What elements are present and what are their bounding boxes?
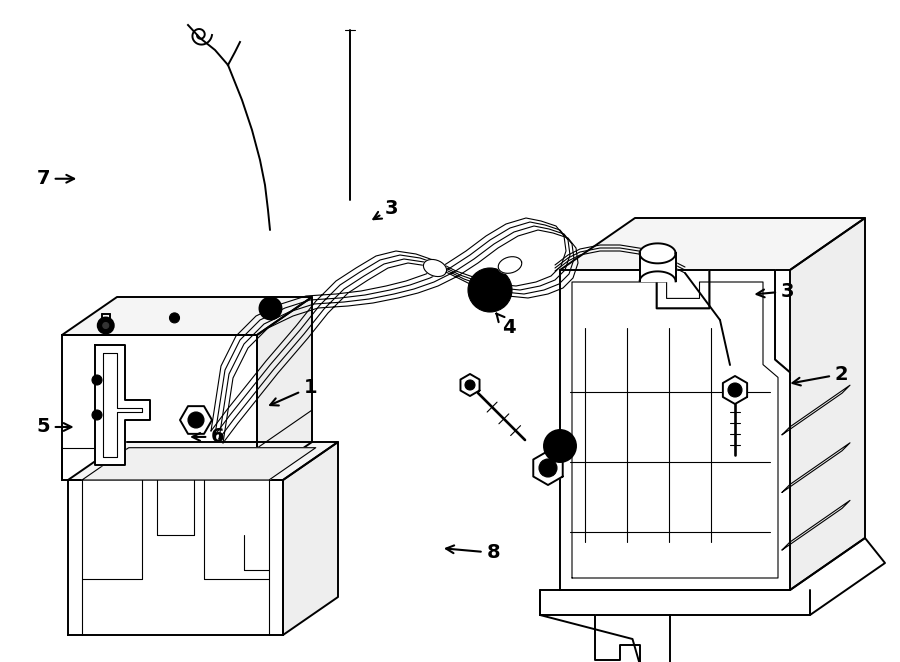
Text: 8: 8 [446,544,500,562]
Text: 6: 6 [193,428,225,446]
Polygon shape [782,500,850,550]
Polygon shape [534,451,562,485]
Polygon shape [560,270,790,590]
Circle shape [728,383,742,397]
Circle shape [266,303,275,313]
Polygon shape [640,244,676,263]
Polygon shape [82,448,316,480]
Polygon shape [257,297,312,480]
Polygon shape [62,297,312,335]
Polygon shape [62,335,257,480]
Circle shape [188,412,204,428]
Polygon shape [68,480,283,635]
Polygon shape [640,254,676,281]
Polygon shape [560,270,790,590]
Polygon shape [499,257,522,273]
Circle shape [544,430,576,462]
Polygon shape [423,260,446,277]
Polygon shape [540,538,885,615]
Text: 3: 3 [757,282,794,301]
Circle shape [103,322,109,328]
Polygon shape [95,345,150,465]
Polygon shape [782,443,850,493]
Circle shape [468,268,512,312]
Text: 4: 4 [497,314,516,337]
Polygon shape [723,376,747,404]
Text: 1: 1 [270,378,318,406]
Polygon shape [540,615,640,662]
Circle shape [169,313,179,323]
Circle shape [552,438,568,454]
Text: 7: 7 [36,169,74,188]
Polygon shape [790,218,865,590]
Circle shape [92,375,102,385]
Polygon shape [68,442,338,480]
Text: 2: 2 [793,365,849,385]
Circle shape [92,410,102,420]
Circle shape [539,459,557,477]
Polygon shape [560,218,865,270]
Polygon shape [180,406,212,434]
Circle shape [465,380,475,390]
Polygon shape [461,374,480,396]
Text: 5: 5 [36,418,71,436]
Circle shape [259,297,282,319]
Polygon shape [283,442,338,635]
Circle shape [98,318,113,334]
Polygon shape [782,385,850,435]
Text: 3: 3 [374,199,398,219]
